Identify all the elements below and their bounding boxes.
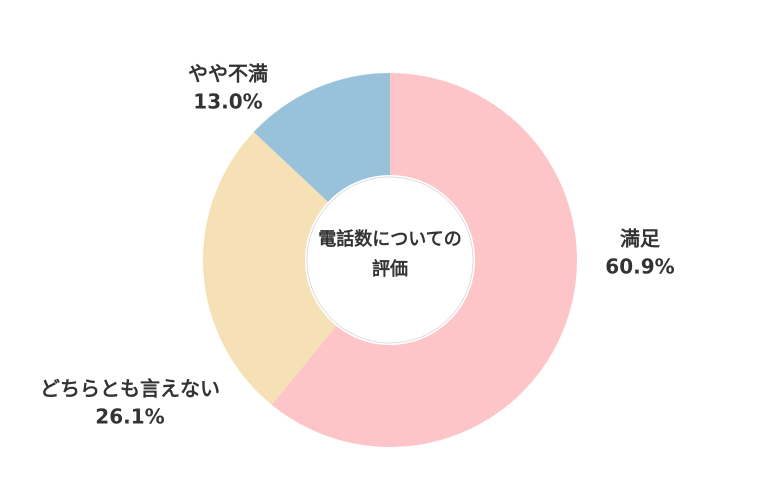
inner-ring [306, 176, 474, 344]
value-label: 26.1% [95, 405, 164, 429]
category-label: どちらとも言えない [40, 377, 220, 401]
value-label: 60.9% [605, 255, 674, 279]
chart-title: 電話数についての評価 [318, 229, 462, 280]
donut-slice [203, 131, 337, 405]
category-label: やや不満 [188, 62, 268, 86]
donut-slice [253, 73, 390, 202]
donut-slice [271, 73, 577, 447]
category-label: 満足 [620, 227, 661, 251]
value-label: 13.0% [193, 90, 262, 114]
